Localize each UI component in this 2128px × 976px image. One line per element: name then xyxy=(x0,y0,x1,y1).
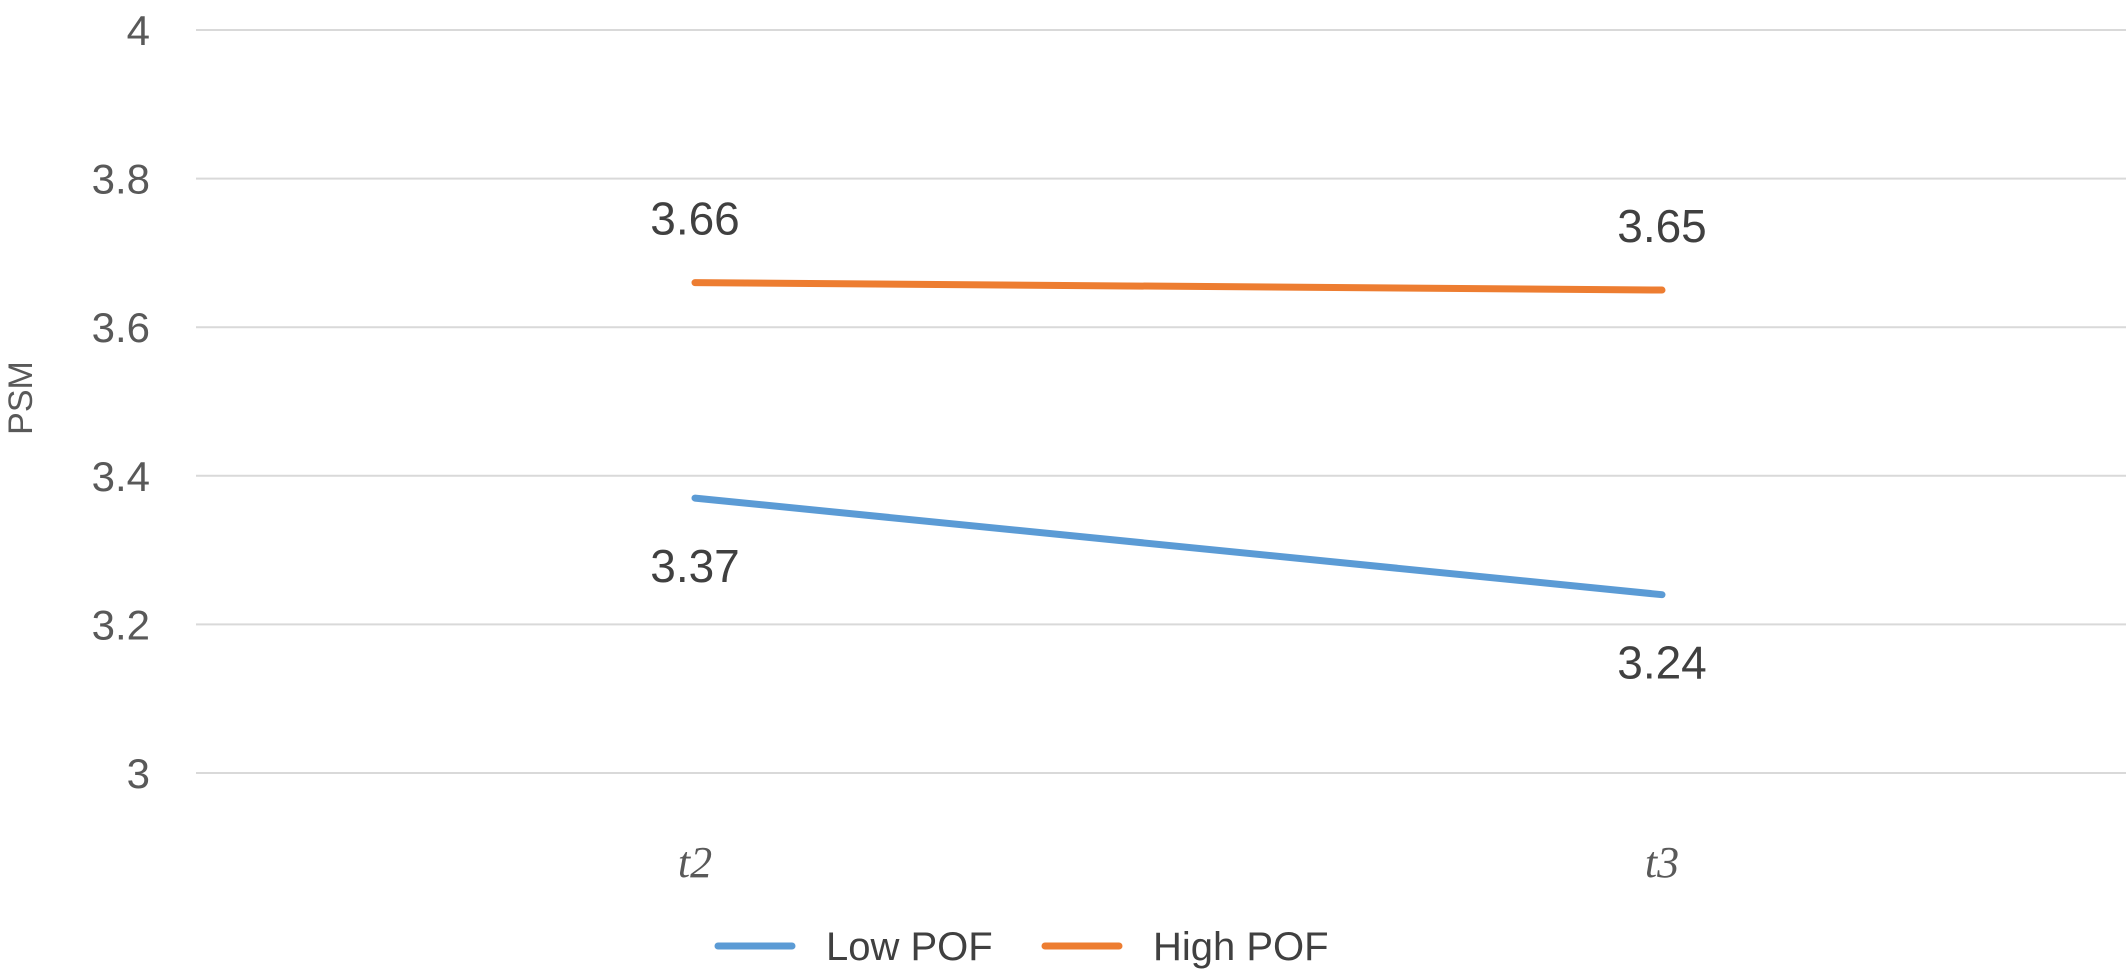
legend-label-high-pof: High POF xyxy=(1153,925,1329,969)
y-tick-label-2: 3.4 xyxy=(92,453,150,500)
series-line-high-pof xyxy=(691,279,1666,294)
y-tick-label-0: 3 xyxy=(127,750,150,797)
y-tick-label-4: 3.8 xyxy=(92,156,150,203)
series-line-low-pof xyxy=(691,494,1666,599)
data-label-high-pof-1: 3.65 xyxy=(1617,200,1707,252)
legend: Low POF High POF xyxy=(714,925,1329,969)
y-tick-label-1: 3.2 xyxy=(92,601,150,648)
data-labels: 3.37 3.24 3.66 3.65 xyxy=(650,193,1707,689)
y-tick-label-3: 3.6 xyxy=(92,304,150,351)
x-tick-label-1: t3 xyxy=(1645,838,1679,887)
data-label-high-pof-0: 3.66 xyxy=(650,193,740,245)
x-tick-label-0: t2 xyxy=(678,838,712,887)
y-axis-tick-labels: 3 3.2 3.4 3.6 3.8 4 xyxy=(92,7,150,797)
legend-label-low-pof: Low POF xyxy=(826,925,993,969)
gridlines xyxy=(196,29,2126,774)
x-axis-tick-labels: t2 t3 xyxy=(678,838,1679,887)
series-lines xyxy=(691,279,1666,599)
y-tick-label-5: 4 xyxy=(127,7,150,54)
y-axis-title: PSM xyxy=(2,361,40,435)
data-label-low-pof-0: 3.37 xyxy=(650,540,740,592)
data-label-low-pof-1: 3.24 xyxy=(1617,637,1707,689)
